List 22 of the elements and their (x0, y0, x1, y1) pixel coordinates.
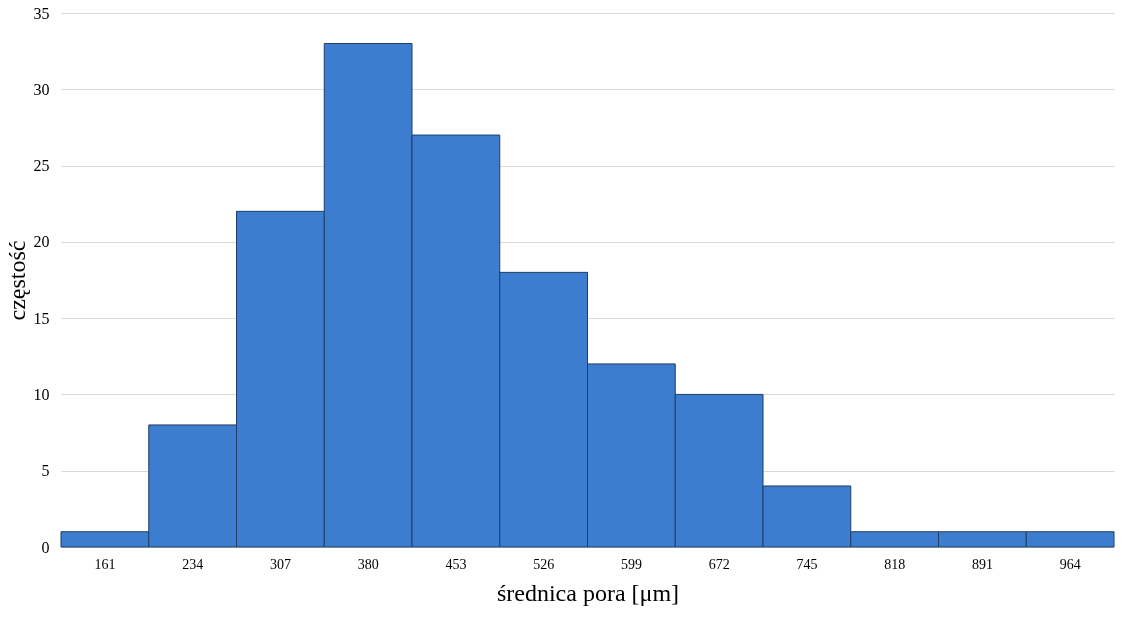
y-tick-label: 15 (33, 309, 50, 327)
y-tick-label: 0 (41, 538, 50, 556)
x-tick-label: 672 (708, 556, 730, 572)
y-tick-label: 35 (33, 4, 50, 22)
y-axis-title: częstość (3, 240, 30, 321)
y-tick-label: 25 (33, 157, 50, 175)
y-tick-label: 5 (41, 462, 50, 480)
x-tick-label: 964 (1059, 556, 1081, 572)
x-tick-label: 599 (620, 556, 642, 572)
x-tick-label: 818 (884, 556, 906, 572)
y-tick-label: 30 (33, 80, 50, 98)
x-tick-label: 380 (357, 556, 379, 572)
x-tick-label: 307 (269, 556, 291, 572)
x-tick-label: 234 (182, 556, 204, 572)
x-tick-label: 745 (796, 556, 818, 572)
x-tick-label: 526 (533, 556, 555, 572)
x-axis-title: średnica pora [μm] (496, 579, 680, 606)
x-tick-label: 161 (94, 556, 116, 572)
x-tick-label: 891 (971, 556, 993, 572)
y-tick-label: 10 (33, 385, 50, 403)
y-tick-label: 20 (33, 233, 50, 251)
x-tick-label: 453 (445, 556, 467, 572)
